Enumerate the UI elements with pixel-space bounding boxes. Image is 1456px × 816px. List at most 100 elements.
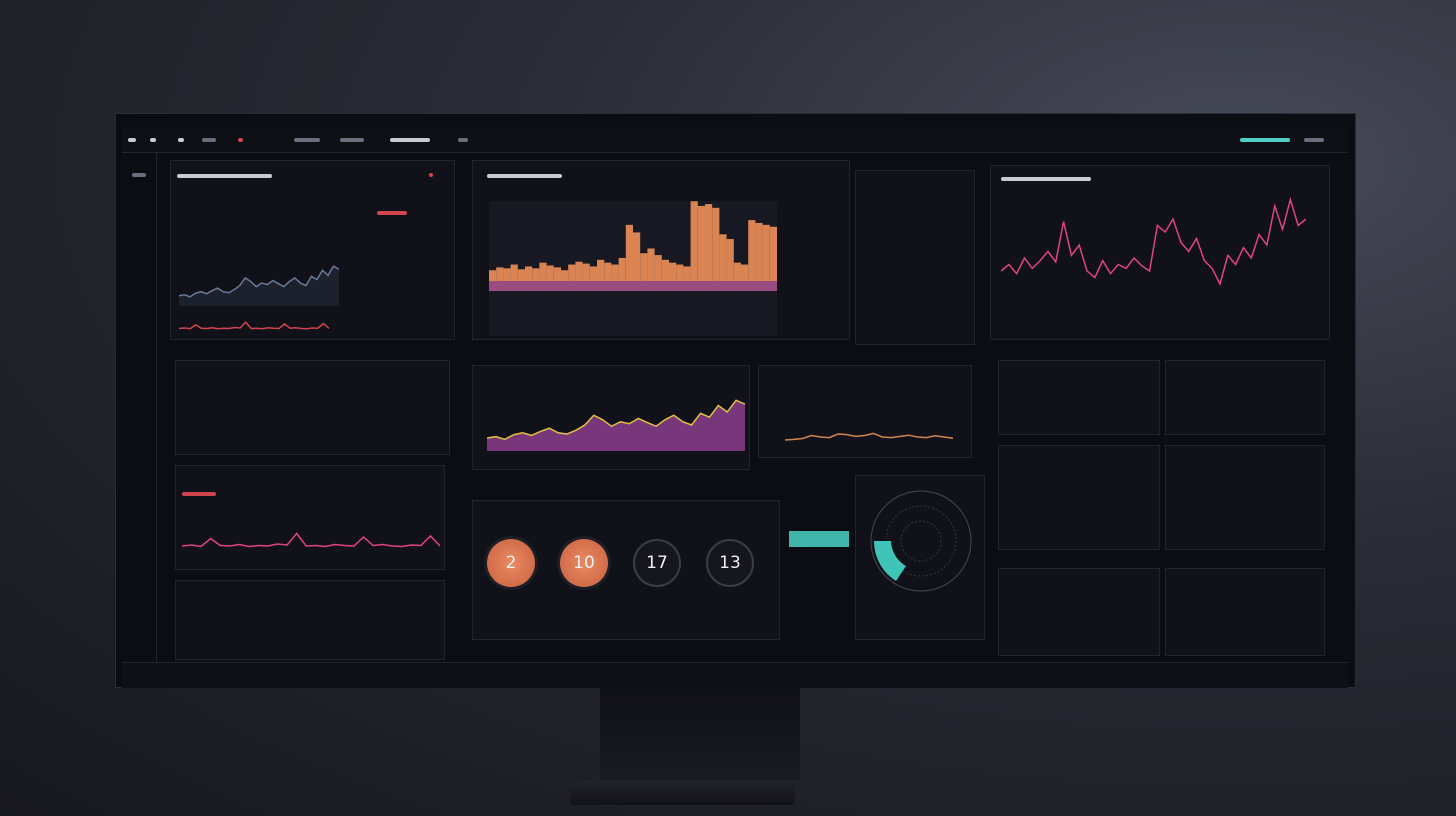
bar-chart-panel: [472, 160, 850, 340]
gauge-value: 10: [573, 553, 595, 573]
bar: [597, 259, 605, 291]
mini-chart: [179, 265, 339, 306]
series-line: [1001, 196, 1306, 287]
bar: [489, 270, 497, 291]
bar-base: [647, 281, 655, 291]
bar-base: [726, 281, 734, 291]
bar: [561, 270, 569, 291]
gauge: 2: [487, 539, 535, 587]
bar-base: [741, 281, 749, 291]
bar: [683, 266, 691, 291]
bar: [748, 220, 756, 291]
bar-base: [561, 281, 569, 291]
bar-base: [762, 281, 770, 291]
bar-base: [719, 281, 727, 291]
bar-base: [517, 281, 525, 291]
area-chart-panel: [472, 365, 750, 470]
bar-base: [712, 281, 720, 291]
toolbar-item[interactable]: [202, 138, 216, 142]
series-line: [179, 265, 339, 298]
bar-base: [611, 281, 619, 291]
table-r1: [998, 360, 1160, 435]
bar: [539, 262, 547, 291]
toolbar-item[interactable]: [1304, 138, 1324, 142]
bar: [525, 266, 533, 291]
bar-base: [683, 281, 691, 291]
bar-base: [748, 281, 756, 291]
bar: [575, 261, 583, 291]
bar: [546, 265, 554, 291]
bar-base: [733, 281, 741, 291]
bar: [719, 234, 727, 291]
bar-base: [532, 281, 540, 291]
bar: [690, 201, 698, 291]
area-fill: [179, 266, 339, 306]
bar-base: [676, 281, 684, 291]
table-r5: [998, 568, 1160, 656]
gauge: 10: [560, 539, 608, 587]
toolbar-item[interactable]: [458, 138, 468, 142]
radar-chart: [870, 490, 972, 592]
bar: [661, 259, 669, 291]
bar: [762, 224, 770, 291]
bar: [589, 266, 597, 291]
overview-panel: [170, 160, 455, 340]
side-menu: [785, 500, 850, 640]
menu-item-selected[interactable]: [789, 531, 849, 547]
panel-title: [177, 174, 272, 178]
bar: [769, 226, 777, 291]
line-panel: [175, 465, 445, 570]
pink-line-chart: [1001, 196, 1306, 287]
bar: [647, 248, 655, 291]
bar: [733, 262, 741, 291]
bar-base: [640, 281, 648, 291]
table-r6: [1165, 568, 1325, 656]
bar-base: [496, 281, 504, 291]
bottom-status-bar: [122, 662, 1348, 688]
bar: [496, 267, 504, 291]
bar: [582, 263, 590, 291]
sidebar: [122, 153, 157, 662]
radar-panel: [855, 475, 985, 640]
panel-title: [487, 174, 562, 178]
bar: [712, 207, 720, 291]
mini-line: [179, 321, 329, 330]
bar: [654, 255, 662, 291]
bar-base: [697, 281, 705, 291]
bar-base: [539, 281, 547, 291]
toolbar-status[interactable]: [1240, 138, 1290, 142]
bar-base: [582, 281, 590, 291]
monitor-base: [570, 780, 795, 805]
bar: [517, 269, 525, 291]
play-icon[interactable]: [238, 138, 243, 142]
bar-base: [489, 281, 497, 291]
bar: [697, 205, 705, 291]
gauge: 17: [633, 539, 681, 587]
gauge-value: 2: [505, 553, 517, 573]
series-line: [182, 532, 440, 548]
bar: [669, 262, 677, 291]
back-icon[interactable]: [132, 173, 146, 177]
series-line: [785, 432, 953, 441]
toolbar-item[interactable]: [128, 138, 136, 142]
metric-value: [182, 492, 216, 496]
bar-base: [510, 281, 518, 291]
toolbar-item[interactable]: [150, 138, 156, 142]
series-line: [179, 321, 329, 330]
bar: [625, 224, 633, 291]
bar-base: [553, 281, 561, 291]
gauge-value: 13: [719, 553, 741, 573]
bar: [705, 204, 713, 291]
bar-base: [589, 281, 597, 291]
status-list: [855, 170, 975, 345]
bar: [553, 267, 561, 291]
gauge: 13: [706, 539, 754, 587]
teal-line-chart: [785, 432, 953, 441]
bar: [618, 257, 626, 291]
toolbar-item[interactable]: [178, 138, 184, 142]
toolbar-item[interactable]: [340, 138, 364, 142]
toolbar-item[interactable]: [294, 138, 320, 142]
bar-base: [633, 281, 641, 291]
bar-base: [690, 281, 698, 291]
toolbar-item[interactable]: [390, 138, 430, 142]
